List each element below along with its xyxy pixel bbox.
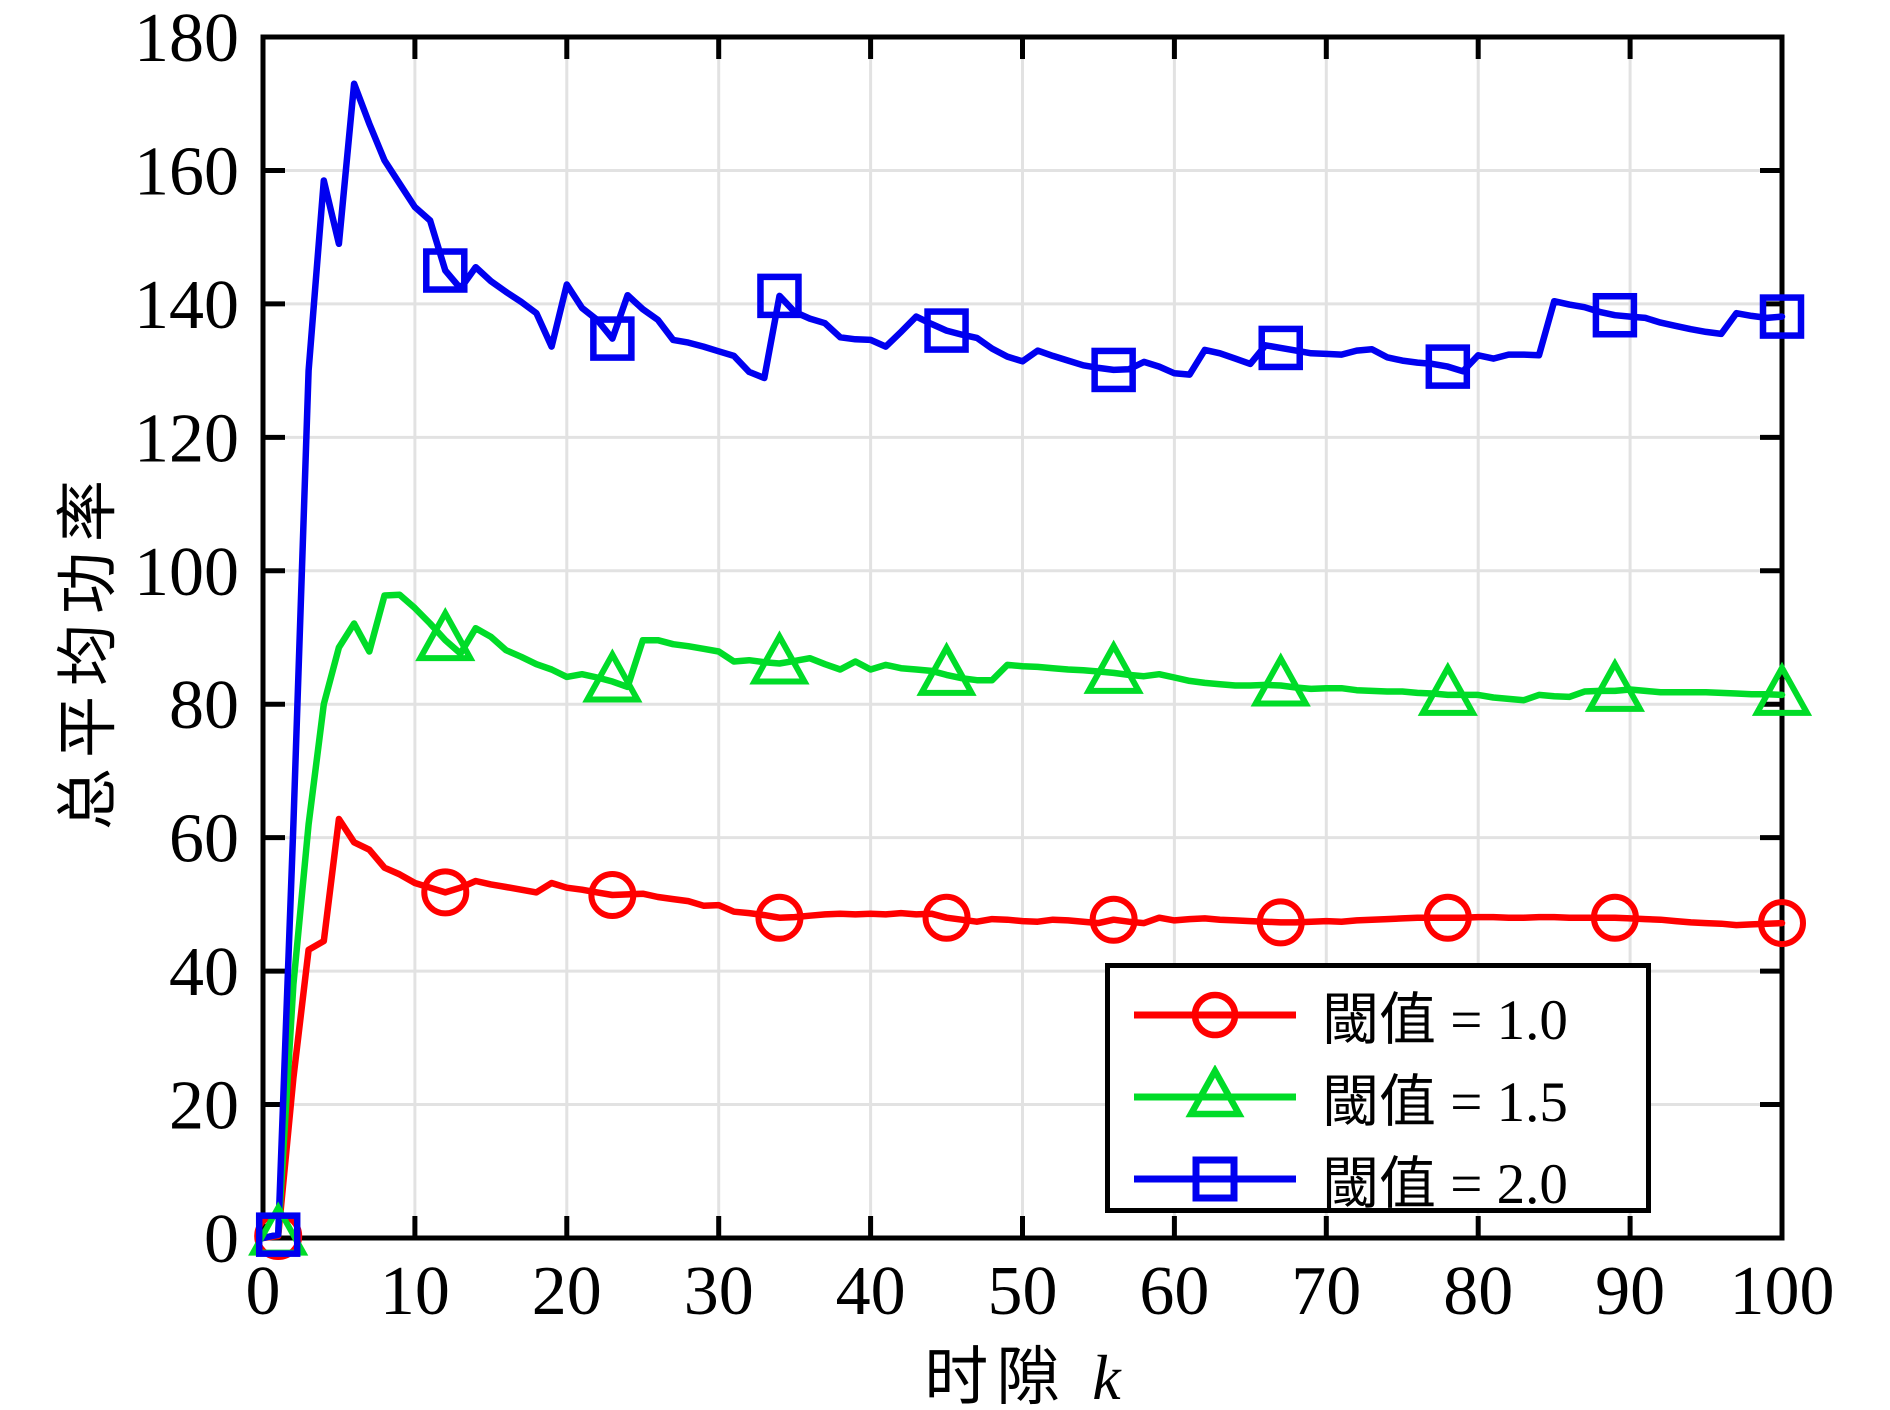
y-axis-title-text: 总平均功率	[55, 470, 123, 831]
circle-marker-icon	[421, 868, 470, 917]
x-tick-labels: 0 10 20 30 40 50 60 70 80 90 100	[246, 1253, 1835, 1330]
circle-marker-icon	[1089, 895, 1138, 944]
x-tick-label: 70	[1291, 1253, 1361, 1330]
series-line-1	[259, 591, 1786, 1242]
y-tick-label: 180	[134, 0, 239, 77]
legend-item: 閾值 = 1.5	[1130, 1056, 1636, 1138]
legend-marker-circle-icon	[1130, 983, 1300, 1047]
x-tick-label: 50	[988, 1253, 1058, 1330]
circle-marker-icon	[755, 893, 804, 942]
square-marker-icon	[423, 248, 468, 293]
square-marker-icon	[1425, 344, 1471, 389]
y-tick-label: 80	[169, 667, 239, 744]
plot-border	[260, 34, 1785, 1241]
x-tick-label: 30	[684, 1253, 754, 1330]
triangle-marker-icon	[1185, 1064, 1245, 1118]
circle-marker-icon	[1191, 991, 1239, 1039]
y-tick-label: 60	[169, 801, 239, 878]
triangle-marker-icon	[415, 606, 476, 662]
square-marker-icon	[590, 316, 635, 361]
x-tick-label: 100	[1730, 1253, 1835, 1330]
circle-marker-icon	[1423, 893, 1472, 942]
triangle-marker-icon	[1417, 661, 1478, 716]
triangle-marker-icon	[749, 630, 810, 685]
triangle-marker-icon	[916, 641, 977, 696]
square-marker-icon	[1759, 294, 1805, 339]
y-tick-label: 20	[169, 1068, 239, 1145]
square-marker-icon	[255, 1212, 301, 1257]
y-tick-label: 0	[204, 1201, 239, 1278]
series-line-2	[259, 80, 1786, 1242]
y-tick-label: 140	[134, 267, 239, 344]
square-marker-icon	[1258, 325, 1303, 371]
y-tick-label: 40	[169, 934, 239, 1011]
legend-label: 閾值 = 1.0	[1322, 989, 1568, 1052]
triangle-marker-icon	[1584, 657, 1646, 712]
square-marker-icon	[1592, 292, 1638, 338]
circle-marker-icon	[1758, 899, 1806, 948]
triangle-marker-icon	[1250, 652, 1311, 707]
x-tick-label: 40	[836, 1253, 906, 1330]
legend-label: 閾值 = 1.5	[1322, 1071, 1568, 1134]
circle-marker-icon	[588, 871, 637, 920]
triangle-marker-icon	[582, 648, 643, 703]
legend-item: 閾值 = 2.0	[1130, 1138, 1636, 1220]
triangle-marker-icon	[1083, 639, 1144, 694]
y-tick-label: 100	[134, 534, 239, 611]
legend-marker-square-icon	[1130, 1147, 1300, 1211]
legend-marker-triangle-icon	[1130, 1064, 1300, 1129]
x-tick-label: 90	[1595, 1253, 1665, 1330]
circle-marker-icon	[922, 893, 971, 942]
triangle-marker-icon	[1751, 661, 1813, 716]
x-tick-label: 0	[246, 1253, 281, 1330]
y-tick-label: 120	[134, 400, 239, 477]
legend: 閾值 = 1.0 閾值 = 1.5 閾值 = 2.0	[1105, 963, 1651, 1216]
legend-item: 閾值 = 1.0	[1130, 974, 1636, 1056]
square-marker-icon	[924, 308, 969, 353]
y-tick-labels: 0 20 40 60 80 100 120 140 160 180	[134, 0, 239, 1278]
x-tick-label: 60	[1139, 1253, 1209, 1330]
x-tick-label: 10	[380, 1253, 450, 1330]
square-marker-icon	[757, 273, 802, 319]
square-marker-icon	[1192, 1156, 1238, 1202]
x-axis-title-variable: k	[1092, 1342, 1121, 1410]
x-tick-label: 80	[1443, 1253, 1513, 1330]
circle-marker-icon	[1256, 898, 1305, 947]
x-axis-title: 时隙 k	[263, 1326, 1782, 1410]
y-tick-label: 160	[134, 133, 239, 210]
y-axis-title: 总平均功率	[37, 320, 127, 980]
x-axis-title-text: 时隙	[924, 1342, 1069, 1410]
series-line-0	[259, 815, 1786, 1242]
square-marker-icon	[1091, 347, 1136, 393]
circle-marker-icon	[1590, 893, 1639, 942]
x-tick-label: 20	[532, 1253, 602, 1330]
legend-label: 閾值 = 2.0	[1322, 1153, 1568, 1216]
series-markers-2	[255, 248, 1805, 1257]
